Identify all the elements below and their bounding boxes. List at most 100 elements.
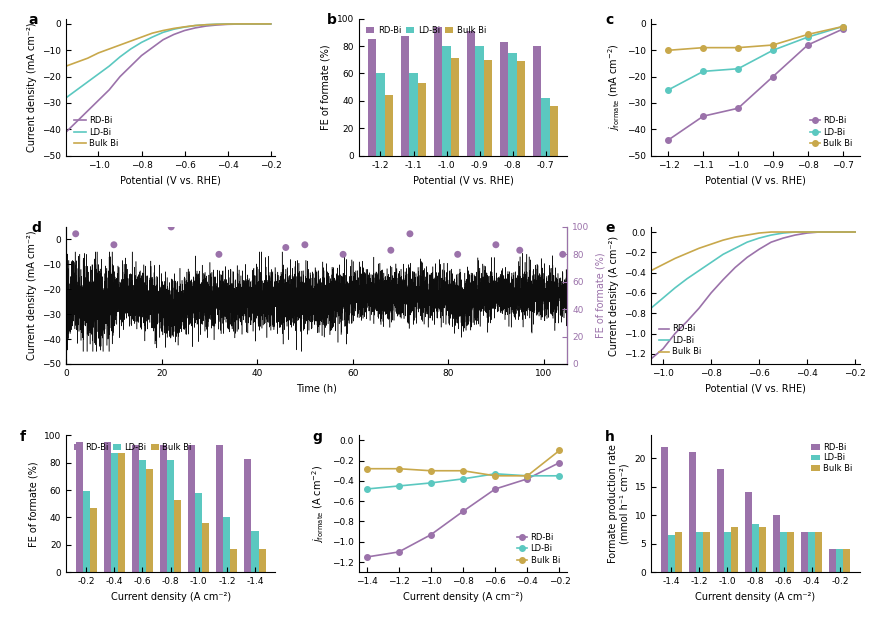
RD-Bi [826, 228, 836, 236]
Bar [696, 532, 703, 572]
Line: RD-Bi: RD-Bi [651, 232, 856, 359]
Bulk Bi [814, 228, 825, 236]
LD-Bi [733, 65, 744, 72]
Legend: RD-Bi, LD-Bi, Bulk Bi: RD-Bi, LD-Bi, Bulk Bi [514, 529, 564, 568]
Bar [258, 549, 265, 572]
Bulk Bi [658, 261, 669, 268]
Y-axis label: Current density (mA cm⁻²): Current density (mA cm⁻²) [26, 231, 37, 360]
LD-Bi [814, 228, 825, 236]
Bar [483, 60, 492, 156]
LD-Bi [698, 68, 708, 75]
RD-Bi [802, 230, 812, 237]
Bar [843, 549, 850, 572]
Text: e: e [605, 221, 615, 236]
Line: Bulk Bi: Bulk Bi [364, 448, 562, 478]
Y-axis label: $j_\mathrm{formate}$ (mA cm$^{-2}$): $j_\mathrm{formate}$ (mA cm$^{-2}$) [606, 44, 622, 131]
RD-Bi [789, 231, 800, 239]
Point [384, 245, 398, 255]
Point [451, 249, 465, 259]
RD-Bi [729, 264, 740, 271]
Bulk Bi [706, 241, 716, 248]
Bar [216, 445, 223, 572]
Bulk Bi [663, 47, 674, 54]
RD-Bi [778, 234, 789, 242]
Bar [508, 53, 517, 156]
Y-axis label: Current density (mA cm⁻²): Current density (mA cm⁻²) [26, 22, 37, 152]
LD-Bi [490, 470, 500, 478]
RD-Bi [766, 238, 776, 246]
Point [107, 239, 121, 249]
Bulk Bi [754, 230, 765, 237]
Bar [385, 95, 392, 156]
Line: LD-Bi: LD-Bi [651, 232, 856, 308]
Point [164, 222, 178, 232]
RD-Bi [698, 113, 708, 120]
Bar [377, 73, 385, 156]
Y-axis label: $j_\mathrm{formate}$ (A cm$^{-2}$): $j_\mathrm{formate}$ (A cm$^{-2}$) [310, 465, 326, 543]
Bar [401, 37, 409, 156]
LD-Bi [458, 475, 468, 483]
LD-Bi [663, 86, 674, 93]
X-axis label: Current density (A cm⁻²): Current density (A cm⁻²) [403, 592, 523, 601]
Bulk Bi [682, 249, 692, 257]
Bar [467, 31, 475, 156]
Bar [801, 532, 808, 572]
X-axis label: Current density (A cm⁻²): Current density (A cm⁻²) [110, 592, 231, 601]
Bar [83, 491, 90, 572]
LD-Bi [767, 47, 778, 54]
RD-Bi [393, 548, 404, 555]
Bar [223, 518, 230, 572]
Bar [500, 42, 508, 156]
Point [512, 245, 527, 255]
Y-axis label: Formate production rate
(mmol h⁻¹ cm⁻²): Formate production rate (mmol h⁻¹ cm⁻²) [608, 444, 629, 563]
Bar [808, 532, 815, 572]
Point [69, 229, 83, 239]
RD-Bi [838, 228, 848, 236]
Bar [132, 445, 139, 572]
RD-Bi [706, 289, 716, 297]
Bar [661, 447, 668, 572]
Bar [745, 492, 752, 572]
RD-Bi [694, 304, 705, 312]
X-axis label: Potential (V vs. RHE): Potential (V vs. RHE) [413, 175, 513, 185]
Point [298, 239, 312, 249]
Bulk Bi [458, 467, 468, 475]
RD-Bi [426, 531, 437, 539]
Bulk Bi [426, 467, 437, 475]
Bulk Bi [802, 228, 812, 236]
Bulk Bi [393, 465, 404, 473]
Text: d: d [31, 221, 41, 236]
Bulk Bi [362, 465, 372, 473]
Bar [668, 535, 675, 572]
Bar [418, 83, 426, 156]
X-axis label: Potential (V vs. RHE): Potential (V vs. RHE) [120, 175, 221, 185]
RD-Bi [837, 26, 848, 33]
Bar [202, 523, 209, 572]
Bulk Bi [646, 267, 656, 274]
Bar [542, 98, 549, 156]
RD-Bi [522, 475, 533, 483]
Point [212, 249, 226, 259]
Bulk Bi [490, 472, 500, 480]
RD-Bi [767, 73, 778, 80]
Bar [675, 532, 682, 572]
Y-axis label: FE of formate (%): FE of formate (%) [28, 461, 39, 547]
Bar [195, 493, 202, 572]
X-axis label: Potential (V vs. RHE): Potential (V vs. RHE) [705, 383, 806, 393]
Line: Bulk Bi: Bulk Bi [651, 232, 856, 271]
RD-Bi [718, 276, 729, 284]
Bar [230, 549, 237, 572]
Bar [517, 61, 525, 156]
Point [489, 239, 503, 249]
Legend: RD-Bi, LD-Bi, Bulk Bi: RD-Bi, LD-Bi, Bulk Bi [71, 113, 123, 152]
Point [336, 249, 350, 259]
LD-Bi [426, 479, 437, 486]
Bulk Bi [789, 228, 800, 236]
LD-Bi [646, 304, 656, 312]
Y-axis label: FE of formate (%): FE of formate (%) [321, 44, 331, 130]
RD-Bi [658, 345, 669, 353]
Bar [475, 46, 483, 156]
Bulk Bi [826, 228, 836, 236]
LD-Bi [393, 482, 404, 490]
RD-Bi [663, 136, 674, 144]
